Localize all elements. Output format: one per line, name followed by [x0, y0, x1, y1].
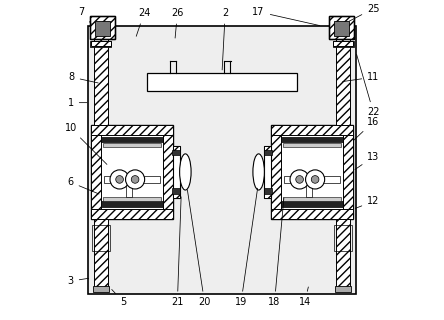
Bar — [90, 16, 115, 39]
Text: 5: 5 — [112, 290, 127, 307]
Bar — [91, 209, 173, 219]
Bar — [271, 125, 353, 219]
Text: 25: 25 — [349, 4, 380, 21]
Bar — [264, 150, 272, 156]
Bar — [306, 174, 312, 197]
Circle shape — [311, 176, 319, 183]
Circle shape — [126, 170, 145, 189]
Text: 16: 16 — [353, 117, 380, 140]
Text: 26: 26 — [171, 8, 183, 38]
Bar — [271, 209, 353, 219]
Bar — [333, 41, 353, 47]
Bar — [337, 39, 350, 125]
Text: 13: 13 — [355, 152, 380, 170]
Bar — [101, 201, 163, 207]
Bar — [172, 188, 180, 194]
Bar — [343, 125, 353, 219]
Text: 18: 18 — [269, 198, 284, 307]
Bar — [264, 146, 271, 198]
Bar — [335, 286, 351, 292]
Circle shape — [296, 176, 303, 183]
Circle shape — [305, 170, 325, 189]
Circle shape — [110, 170, 129, 189]
Bar — [282, 143, 341, 147]
Bar — [101, 137, 163, 142]
Bar — [281, 201, 343, 207]
Circle shape — [290, 170, 309, 189]
Text: 21: 21 — [171, 197, 183, 307]
Bar — [91, 125, 101, 219]
Bar — [173, 192, 180, 198]
Text: 22: 22 — [357, 54, 380, 117]
Bar — [126, 174, 131, 197]
Bar — [337, 219, 350, 287]
Text: 12: 12 — [355, 196, 380, 208]
Text: 10: 10 — [64, 123, 107, 164]
Text: 1: 1 — [67, 98, 87, 108]
Bar — [173, 146, 180, 152]
Bar — [91, 125, 173, 219]
Text: 20: 20 — [187, 190, 210, 307]
Bar — [281, 137, 343, 142]
Text: 24: 24 — [136, 8, 150, 36]
Bar — [90, 16, 115, 39]
Bar — [329, 16, 354, 39]
Bar — [103, 197, 162, 201]
Bar — [173, 146, 180, 198]
Bar — [104, 176, 160, 183]
Bar — [329, 16, 354, 39]
Text: 19: 19 — [235, 188, 258, 307]
Bar — [93, 286, 109, 292]
Text: 11: 11 — [343, 72, 380, 82]
Text: 7: 7 — [79, 7, 91, 24]
Bar — [333, 41, 353, 46]
Bar — [95, 21, 111, 36]
Bar — [94, 219, 107, 287]
Text: 2: 2 — [222, 8, 228, 70]
Ellipse shape — [253, 154, 264, 190]
Bar — [147, 73, 297, 92]
Bar — [264, 146, 271, 152]
Bar — [91, 41, 111, 47]
Text: 14: 14 — [299, 287, 311, 307]
Bar — [172, 150, 180, 156]
Bar — [282, 197, 341, 201]
Text: 17: 17 — [253, 7, 320, 26]
Bar — [334, 225, 352, 251]
Ellipse shape — [180, 154, 191, 190]
Bar — [91, 41, 111, 46]
Bar — [271, 125, 353, 134]
Circle shape — [116, 176, 123, 183]
Text: 6: 6 — [67, 177, 99, 194]
Bar — [103, 143, 162, 147]
Bar — [271, 125, 281, 219]
Bar — [88, 26, 356, 294]
Bar — [264, 188, 272, 194]
Circle shape — [131, 176, 139, 183]
Bar — [163, 125, 173, 219]
Bar — [92, 225, 110, 251]
Bar — [333, 21, 349, 36]
Bar — [94, 39, 107, 125]
Text: 3: 3 — [67, 276, 89, 286]
Text: 8: 8 — [68, 72, 98, 83]
Bar — [264, 192, 271, 198]
Bar — [91, 125, 173, 134]
Bar — [284, 176, 340, 183]
